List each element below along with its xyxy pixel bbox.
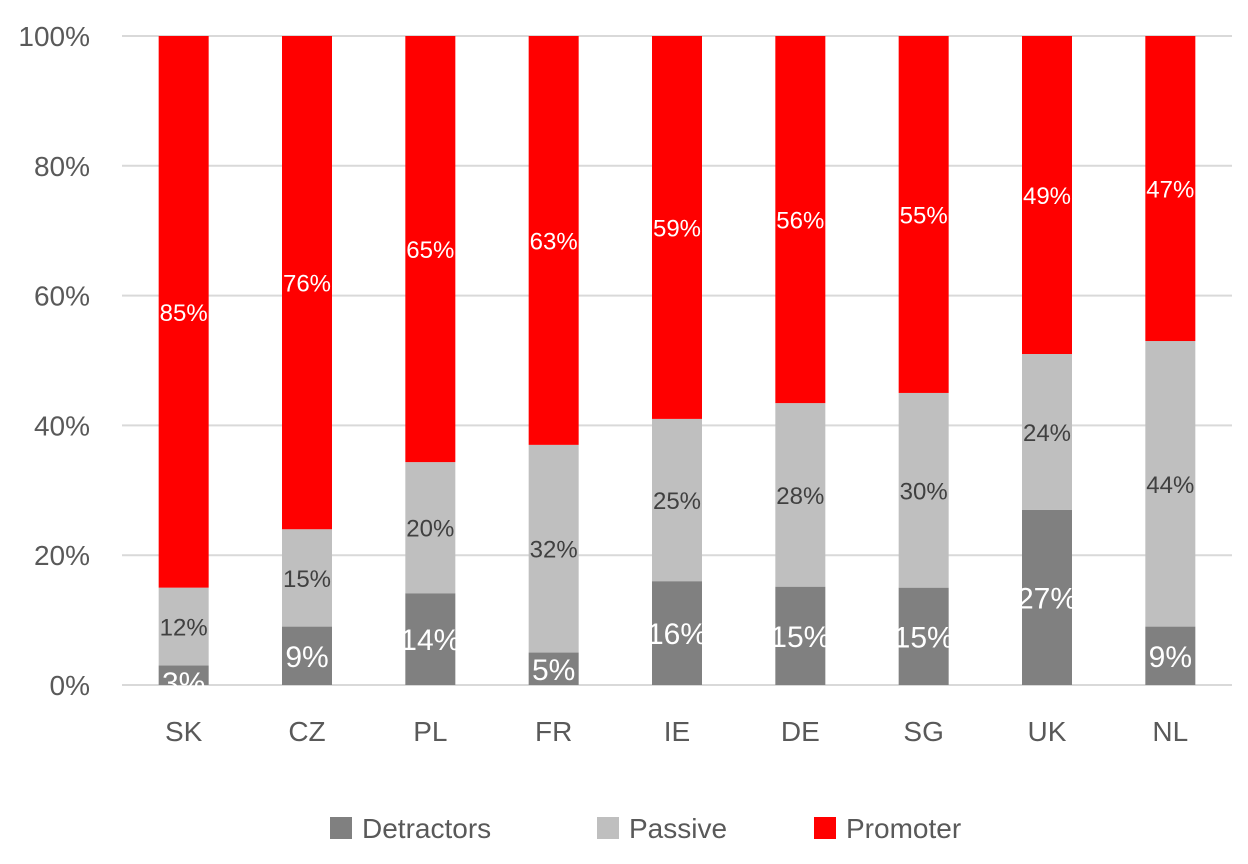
bar-detractors-pl <box>405 593 456 685</box>
data-label-promoter-sg: 55% <box>900 202 948 229</box>
bar-promoter-nl <box>1145 36 1196 342</box>
data-label-detractors-nl: 9% <box>1149 641 1192 674</box>
x-category-label-de: DE <box>781 716 820 747</box>
bar-promoter-sk <box>158 36 209 588</box>
bar-detractors-ie <box>652 581 702 685</box>
data-label-detractors-uk: 27% <box>1017 582 1077 615</box>
bar-detractors-sg <box>898 587 949 685</box>
data-label-promoter-ie: 59% <box>653 215 701 242</box>
bar-promoter-sg <box>898 36 949 393</box>
x-category-label-pl: PL <box>413 716 447 747</box>
bar-passive-ie <box>652 418 702 582</box>
data-label-detractors-cz: 9% <box>285 641 328 674</box>
bar-passive-cz <box>282 529 332 627</box>
bar-detractors-sk <box>158 665 209 685</box>
bar-promoter-fr <box>528 36 579 445</box>
bar-detractors-nl <box>1145 626 1196 685</box>
x-category-label-fr: FR <box>535 716 572 747</box>
bar-passive-de <box>775 403 826 587</box>
bar-passive-nl <box>1145 341 1196 627</box>
x-category-label-sk: SK <box>165 716 203 747</box>
y-axis-tick-labels: 0% 20% 40% 60% 80% 100% <box>18 21 90 701</box>
legend-swatch-detractors <box>330 817 352 839</box>
y-tick-label: 20% <box>34 540 90 571</box>
bar-passive-sk <box>158 587 209 666</box>
bar-detractors-fr <box>528 652 579 685</box>
legend-swatch-passive <box>597 817 619 839</box>
x-category-label-ie: IE <box>664 716 690 747</box>
data-label-promoter-uk: 49% <box>1023 183 1071 210</box>
x-category-label-sg: SG <box>903 716 943 747</box>
data-label-promoter-cz: 76% <box>283 271 331 298</box>
data-label-passive-sg: 30% <box>900 478 948 505</box>
data-label-passive-ie: 25% <box>653 488 701 515</box>
bar-detractors-uk <box>1022 509 1072 685</box>
data-label-passive-sk: 12% <box>160 615 208 642</box>
y-tick-label: 40% <box>34 410 90 441</box>
bar-promoter-cz <box>282 36 332 530</box>
x-category-label-nl: NL <box>1152 716 1188 747</box>
data-label-promoter-pl: 65% <box>406 237 454 264</box>
y-tick-label: 0% <box>50 670 90 701</box>
data-label-passive-de: 28% <box>776 483 824 510</box>
legend-label-passive: Passive <box>629 813 727 844</box>
data-label-detractors-pl: 14% <box>400 624 460 657</box>
bar-promoter-ie <box>652 36 702 419</box>
bar-promoter-pl <box>405 36 456 463</box>
data-label-detractors-sk: 3% <box>162 667 205 700</box>
legend-swatch-promoter <box>814 817 836 839</box>
data-label-passive-fr: 32% <box>530 537 578 564</box>
data-label-promoter-nl: 47% <box>1146 177 1194 204</box>
x-category-label-cz: CZ <box>288 716 325 747</box>
bar-promoter-de <box>775 36 826 404</box>
bars <box>158 36 1196 685</box>
data-label-passive-nl: 44% <box>1146 472 1194 499</box>
bar-passive-fr <box>528 444 579 653</box>
x-axis-category-labels: SK CZ PL FR IE DE SG UK NL <box>165 716 1188 747</box>
data-label-passive-pl: 20% <box>406 516 454 543</box>
data-label-promoter-fr: 63% <box>530 228 578 255</box>
bar-passive-sg <box>898 392 949 588</box>
data-labels: 3% 12% 85% 9% 15% 76% 14% 20% 65% 5% 32% 63% 16% 25% 5… <box>160 177 1195 700</box>
bar-promoter-uk <box>1022 36 1072 355</box>
y-tick-label: 80% <box>34 151 90 182</box>
data-label-detractors-ie: 16% <box>647 618 707 651</box>
data-label-detractors-sg: 15% <box>894 621 954 654</box>
bar-detractors-cz <box>282 626 332 685</box>
data-label-promoter-sk: 85% <box>160 300 208 327</box>
legend-label-detractors: Detractors <box>362 813 491 844</box>
data-label-detractors-de: 15% <box>770 621 830 654</box>
data-label-detractors-fr: 5% <box>532 654 575 687</box>
bar-detractors-de <box>775 586 826 685</box>
data-label-passive-cz: 15% <box>283 566 331 593</box>
x-category-label-uk: UK <box>1028 716 1067 747</box>
y-tick-label: 60% <box>34 281 90 312</box>
bar-passive-uk <box>1022 354 1072 510</box>
data-label-passive-uk: 24% <box>1023 420 1071 447</box>
y-tick-label: 100% <box>18 21 90 52</box>
bar-passive-pl <box>405 462 456 594</box>
legend-label-promoter: Promoter <box>846 813 961 844</box>
data-label-promoter-de: 56% <box>776 208 824 235</box>
legend: Detractors Passive Promoter <box>330 813 961 844</box>
